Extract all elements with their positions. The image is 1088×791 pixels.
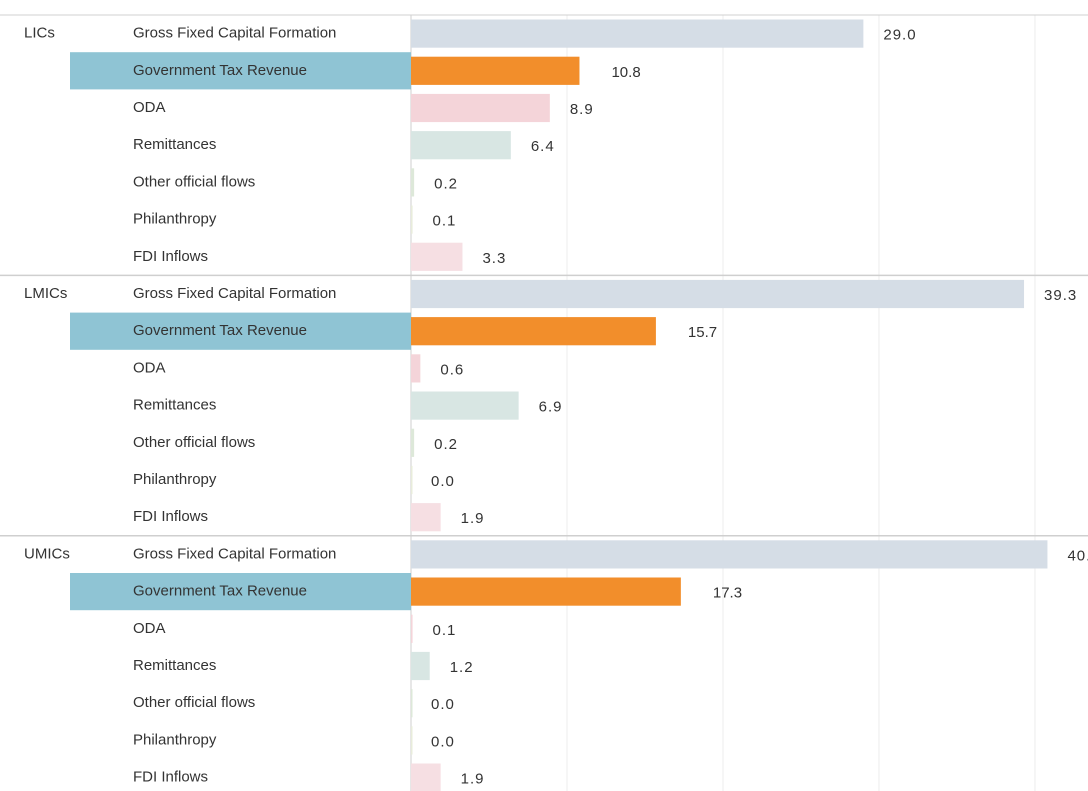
- category-label: Other official flows: [133, 434, 255, 451]
- bar: [411, 93, 550, 123]
- value-label: 1.2: [450, 659, 474, 676]
- category-label: Philanthropy: [133, 471, 217, 488]
- value-label: 0.1: [433, 213, 457, 230]
- category-label: Gross Fixed Capital Formation: [133, 545, 336, 562]
- group-label: LICs: [24, 25, 55, 42]
- bar: [411, 428, 415, 457]
- value-label: 0.0: [431, 696, 455, 713]
- value-label: 29.0: [883, 27, 916, 44]
- value-label: 15.7: [688, 324, 717, 341]
- bar: [411, 391, 519, 420]
- row-highlight: [70, 52, 411, 90]
- value-label: 39.3: [1044, 287, 1077, 304]
- value-label: 10.8: [611, 64, 640, 81]
- category-label: Remittances: [133, 657, 216, 674]
- value-label: 6.9: [539, 399, 563, 416]
- bar: [411, 689, 413, 718]
- category-label: Gross Fixed Capital Formation: [133, 285, 336, 302]
- category-label: Other official flows: [133, 694, 255, 711]
- row-highlight: [70, 573, 411, 611]
- value-label: 3.3: [482, 250, 506, 267]
- value-label: 0.2: [434, 436, 458, 453]
- category-label: ODA: [133, 99, 166, 116]
- value-label: 1.9: [461, 510, 485, 527]
- value-label: 0.0: [431, 473, 455, 490]
- bar: [411, 131, 511, 160]
- bar: [411, 503, 441, 532]
- value-label: 0.0: [431, 733, 455, 750]
- bar: [411, 317, 656, 346]
- category-label: ODA: [133, 620, 166, 637]
- category-label: Government Tax Revenue: [133, 322, 307, 339]
- bar: [411, 614, 413, 643]
- value-label: 0.2: [434, 175, 458, 192]
- value-label: 17.3: [713, 585, 742, 602]
- value-label: 1.9: [461, 771, 485, 788]
- bar: [411, 577, 681, 606]
- category-label: Remittances: [133, 136, 216, 153]
- value-label: 8.9: [570, 101, 594, 118]
- bar: [411, 242, 463, 271]
- row-highlight: [70, 312, 411, 350]
- value-label: 0.6: [440, 361, 464, 378]
- bar: [411, 465, 413, 495]
- bar: [411, 19, 864, 48]
- bar: [411, 540, 1048, 569]
- bar: [411, 763, 441, 791]
- bar: [411, 726, 413, 755]
- group-label: LMICs: [24, 285, 67, 302]
- category-label: Other official flows: [133, 173, 255, 190]
- value-label: 6.4: [531, 138, 555, 155]
- category-label: FDI Inflows: [133, 248, 208, 265]
- bar: [411, 205, 413, 234]
- bar: [411, 354, 421, 383]
- category-label: Philanthropy: [133, 731, 217, 748]
- group-label: UMICs: [24, 545, 70, 562]
- category-label: Remittances: [133, 397, 216, 414]
- bar: [411, 651, 430, 681]
- category-label: Philanthropy: [133, 211, 217, 228]
- category-label: Government Tax Revenue: [133, 62, 307, 79]
- category-label: ODA: [133, 359, 166, 376]
- bar: [411, 168, 415, 197]
- category-label: FDI Inflows: [133, 769, 208, 786]
- category-label: Gross Fixed Capital Formation: [133, 25, 336, 42]
- value-label: 0.1: [433, 622, 457, 639]
- category-label: Government Tax Revenue: [133, 583, 307, 600]
- bar: [411, 279, 1025, 309]
- category-label: FDI Inflows: [133, 508, 208, 525]
- bar: [411, 56, 580, 85]
- value-label: 40.8: [1067, 547, 1088, 564]
